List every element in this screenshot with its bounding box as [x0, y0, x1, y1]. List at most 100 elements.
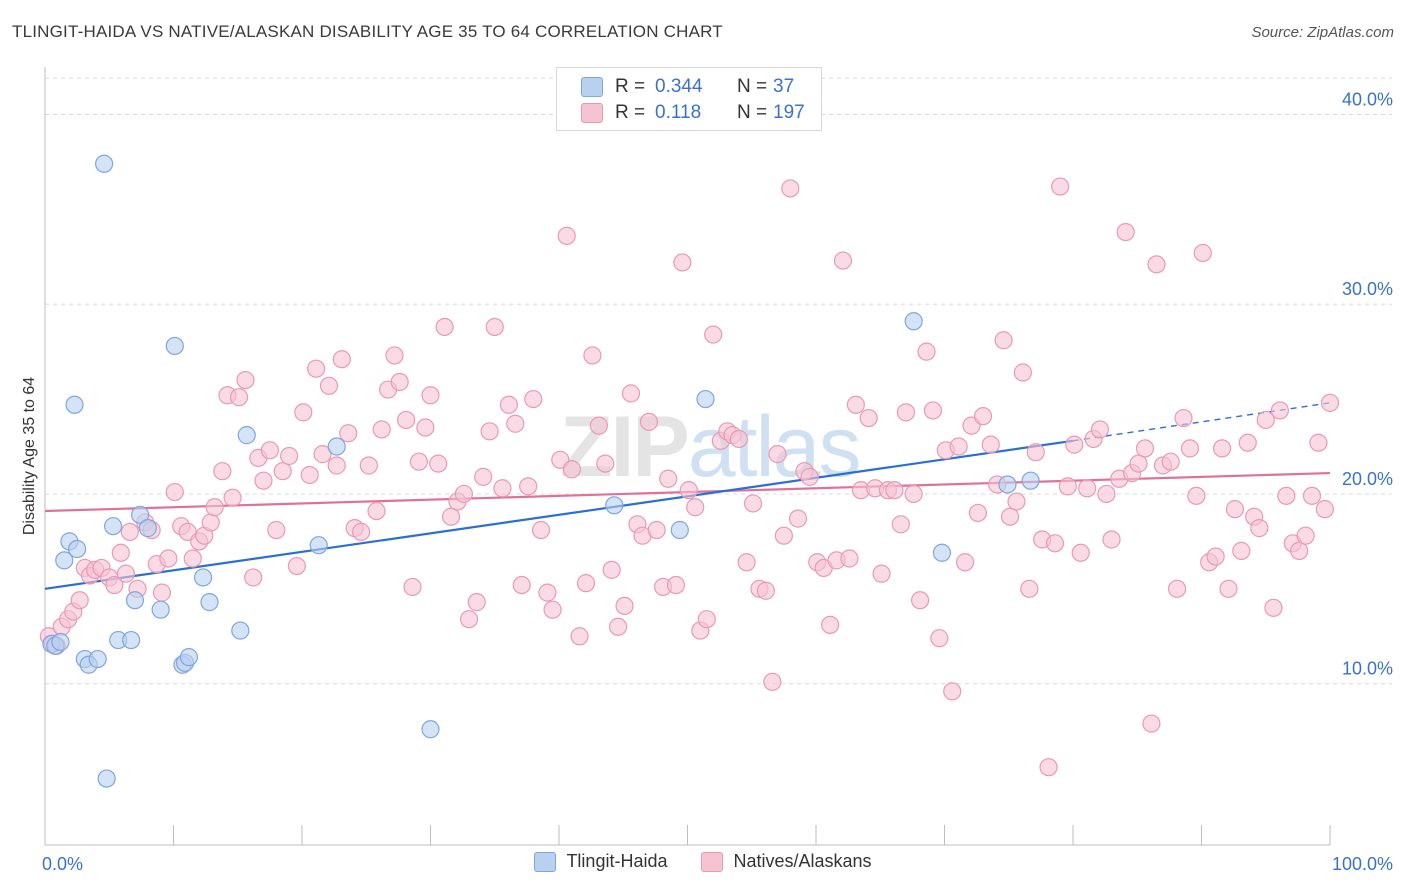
natives-alaskans-point	[781, 179, 800, 198]
natives-alaskans-point	[994, 331, 1013, 350]
natives-alaskans-point	[1320, 393, 1340, 412]
natives-alaskans-point	[768, 445, 787, 464]
natives-alaskans-point	[973, 407, 993, 426]
natives-alaskans-point	[1045, 534, 1065, 553]
natives-alaskans-point	[1167, 579, 1187, 598]
natives-alaskans-point	[949, 437, 968, 456]
natives-alaskans-point	[774, 526, 793, 545]
natives-alaskans-point	[896, 403, 916, 422]
natives-alaskans-point	[1129, 454, 1148, 473]
legend-row-tlingit-haida: R = 0.344 N = 37	[581, 74, 794, 100]
natives-alaskans-point	[943, 682, 962, 701]
natives-alaskans-point	[1142, 714, 1161, 733]
natives-alaskans-point	[981, 435, 1000, 454]
natives-alaskans-point	[385, 346, 404, 365]
tlingit-haida-point	[421, 720, 440, 739]
natives-alaskans-point	[1026, 443, 1045, 462]
tlingit-haida-point	[125, 591, 145, 610]
tlingit-haida-point	[51, 632, 70, 652]
natives-alaskans-point	[519, 477, 538, 496]
natives-alaskans-point	[403, 577, 422, 597]
natives-alaskans-point	[1039, 758, 1058, 777]
tlingit-haida-point	[97, 769, 116, 788]
natives-alaskans-point	[821, 615, 840, 634]
natives-alaskans-point	[737, 553, 756, 572]
natives-alaskans-point	[459, 610, 479, 629]
natives-alaskans-point	[968, 503, 988, 523]
legend-label: Tlingit-Haida	[566, 851, 668, 871]
tlingit-haida-point	[327, 437, 346, 456]
r-value: 0.118	[655, 102, 702, 123]
r-label: R =	[615, 76, 646, 97]
natives-alaskans-point	[1212, 439, 1232, 458]
natives-alaskans-point	[524, 389, 543, 409]
tlingit-haida-point	[231, 621, 250, 640]
natives-alaskans-point	[327, 456, 346, 475]
natives-alaskans-point	[1058, 477, 1077, 496]
tlingit-haida-point	[88, 649, 107, 669]
swatch-blue	[581, 77, 603, 97]
natives-alaskans-point	[686, 498, 705, 517]
natives-alaskans-point	[435, 317, 454, 337]
natives-alaskans-point	[1256, 410, 1275, 430]
tlingit-haida-point	[200, 593, 219, 612]
natives-alaskans-point	[1302, 486, 1322, 505]
natives-alaskans-point	[1309, 433, 1328, 452]
natives-alaskans-point	[223, 488, 242, 507]
natives-alaskans-point	[833, 251, 853, 270]
natives-alaskans-point	[244, 568, 263, 587]
natives-alaskans-point	[846, 395, 865, 414]
natives-alaskans-point	[1277, 486, 1296, 505]
tlingit-haida-point	[998, 475, 1017, 494]
natives-alaskans-point	[236, 370, 255, 390]
tlingit-haida-point	[65, 395, 84, 414]
natives-alaskans-point	[543, 600, 562, 619]
tlingit-haida-point	[68, 539, 87, 559]
natives-alaskans-point	[859, 408, 878, 428]
swatch-pink	[701, 851, 724, 872]
natives-alaskans-point	[930, 629, 949, 648]
natives-alaskans-point	[1180, 439, 1200, 458]
tlingit-haida-point	[696, 389, 715, 409]
swatch-blue	[534, 851, 557, 872]
tlingit-haida-point	[151, 600, 170, 619]
natives-alaskans-point	[352, 522, 371, 542]
stats-legend: R = 0.344 N = 37 R = 0.118 N = 197	[556, 67, 822, 131]
natives-alaskans-point	[1116, 222, 1135, 242]
natives-alaskans-point	[1078, 479, 1097, 498]
natives-alaskans-point	[111, 543, 130, 562]
natives-alaskans-point	[910, 591, 930, 610]
natives-alaskans-point	[454, 484, 474, 504]
natives-alaskans-point	[313, 445, 332, 464]
tlingit-haida-point	[193, 568, 213, 587]
natives-alaskans-point	[493, 479, 512, 498]
natives-alaskans-point	[1270, 401, 1289, 420]
tlingit-haida-point	[104, 517, 123, 536]
tlingit-haida-trendline-extension	[1072, 402, 1331, 442]
natives-alaskans-point	[891, 515, 910, 534]
natives-alaskans-point	[254, 471, 273, 490]
natives-alaskans-point	[201, 513, 220, 532]
natives-alaskans-point	[570, 627, 589, 646]
natives-alaskans-point	[1264, 598, 1283, 617]
natives-alaskans-point	[1219, 579, 1238, 598]
natives-alaskans-point	[904, 484, 923, 504]
swatch-pink	[581, 103, 603, 123]
natives-alaskans-point	[596, 454, 615, 473]
x-tick-label: 0.0%	[42, 854, 83, 874]
natives-alaskans-point	[1071, 543, 1090, 562]
n-label: N =	[737, 102, 768, 123]
natives-alaskans-point	[639, 412, 659, 431]
natives-alaskans-point	[359, 456, 378, 475]
natives-alaskans-point	[589, 416, 608, 435]
natives-alaskans-point	[800, 467, 819, 486]
natives-alaskans-point	[474, 467, 493, 486]
natives-alaskans-point	[441, 507, 461, 526]
natives-alaskans-point	[1065, 435, 1084, 454]
natives-alaskans-point	[788, 509, 808, 528]
natives-alaskans-point	[1020, 579, 1039, 598]
natives-alaskans-point	[609, 617, 628, 636]
natives-alaskans-point	[70, 591, 89, 610]
natives-alaskans-point	[429, 454, 448, 473]
natives-alaskans-point	[697, 610, 716, 629]
